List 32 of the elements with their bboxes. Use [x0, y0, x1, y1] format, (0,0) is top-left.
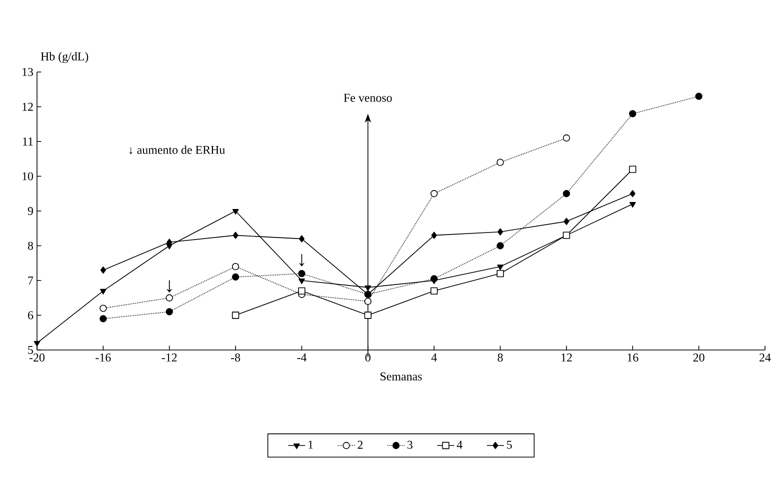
- x-tick-label: -8: [231, 354, 240, 362]
- x-tick-label: 16: [628, 354, 638, 362]
- legend-label: 1: [308, 440, 313, 449]
- y-tick-label: 12: [22, 102, 33, 111]
- annotation: ↓ aumento de ERHu: [129, 146, 225, 154]
- x-tick-label: -4: [297, 354, 307, 362]
- x-tick-label: 12: [562, 354, 572, 362]
- y-tick-label: 6: [28, 311, 34, 320]
- x-tick-label: 8: [498, 354, 503, 362]
- y-tick-label: 10: [22, 172, 34, 180]
- y-tick-label: 9: [28, 206, 33, 216]
- x-tick-label: 24: [760, 354, 771, 362]
- y-tick-label: 13: [22, 68, 34, 76]
- legend-label: 4: [456, 440, 462, 449]
- y-tick-label: 8: [28, 242, 34, 250]
- annotation: ↓: [299, 254, 304, 266]
- x-tick-label: -20: [29, 354, 45, 362]
- legend-label: 5: [506, 440, 512, 449]
- x-axis-title: Semanas: [380, 372, 422, 380]
- y-tick-label: 5: [28, 346, 34, 354]
- annotation: ↓: [166, 280, 172, 292]
- x-tick-label: -16: [96, 354, 111, 362]
- legend-label: 3: [407, 440, 412, 449]
- y-tick-label: 7: [28, 276, 34, 284]
- ref-line-label: Fe venoso: [344, 94, 392, 102]
- legend-label: 2: [358, 440, 363, 449]
- y-axis-title: Hb (g/dL): [40, 52, 88, 63]
- x-tick-label: 4: [431, 354, 437, 362]
- x-tick-label: -12: [162, 354, 177, 362]
- x-tick-label: 0: [365, 354, 370, 362]
- y-tick-label: 11: [23, 138, 33, 146]
- x-tick-label: 20: [693, 354, 704, 362]
